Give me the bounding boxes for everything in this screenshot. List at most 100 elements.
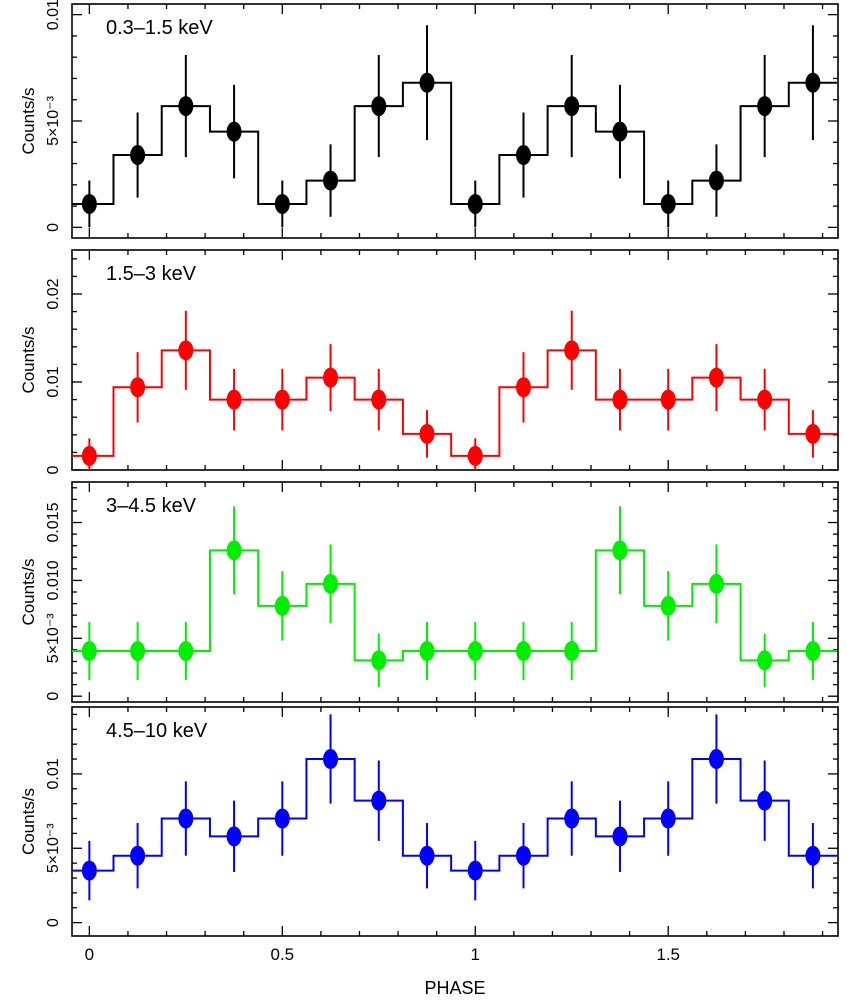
x-tick-label: 0	[85, 945, 94, 964]
data-point	[81, 193, 97, 214]
y-tick-label: 0.02	[45, 278, 62, 309]
data-point	[467, 641, 483, 662]
step-line	[72, 81, 838, 205]
panel-frame	[71, 3, 839, 239]
data-point	[612, 826, 628, 847]
data-point	[612, 540, 628, 561]
y-axis-label: Counts/s	[19, 558, 38, 625]
y-axis-label: Counts/s	[19, 788, 38, 855]
data-point	[130, 641, 146, 662]
data-point	[81, 641, 97, 662]
data-point	[757, 790, 773, 811]
data-point	[274, 389, 290, 410]
data-point	[515, 377, 531, 398]
y-tick-label: 0	[45, 692, 62, 701]
data-point	[323, 573, 339, 594]
data-point	[805, 845, 821, 866]
y-tick-label: 0.01	[45, 758, 62, 789]
data-point	[274, 808, 290, 829]
data-point	[130, 845, 146, 866]
data-point	[805, 641, 821, 662]
data-point	[708, 367, 724, 388]
data-point	[274, 595, 290, 616]
data-point	[660, 389, 676, 410]
data-point	[178, 96, 194, 117]
data-point	[708, 573, 724, 594]
step-line	[72, 549, 838, 662]
x-tick-label: 1	[471, 945, 480, 964]
data-point	[274, 193, 290, 214]
data-point	[805, 72, 821, 93]
panel-frame	[71, 706, 839, 937]
data-point	[419, 423, 435, 444]
data-point	[515, 145, 531, 166]
data-point	[708, 170, 724, 191]
data-point	[323, 749, 339, 770]
data-point	[708, 749, 724, 770]
data-point	[515, 641, 531, 662]
y-tick-label: 5×10⁻³	[45, 613, 62, 663]
data-point	[371, 650, 387, 671]
y-tick-label: 0.015	[45, 502, 62, 542]
data-point	[564, 340, 580, 361]
data-point	[81, 860, 97, 881]
x-tick-label: 1.5	[656, 945, 680, 964]
data-point	[805, 423, 821, 444]
data-point	[226, 540, 242, 561]
step-line	[72, 349, 838, 457]
data-point	[467, 193, 483, 214]
panel-4: 0 5×10⁻³ 0.01 Counts/s 4.5–10 keV	[19, 706, 839, 937]
data-point	[178, 340, 194, 361]
data-point	[419, 845, 435, 866]
data-point	[130, 145, 146, 166]
data-point	[757, 389, 773, 410]
panel-title: 0.3–1.5 keV	[106, 17, 213, 39]
data-point	[660, 193, 676, 214]
data-point	[226, 826, 242, 847]
y-tick-label: 0.010	[45, 560, 62, 600]
data-point	[564, 96, 580, 117]
data-point	[226, 389, 242, 410]
data-point	[467, 860, 483, 881]
data-point	[323, 367, 339, 388]
panel-title: 3–4.5 keV	[106, 495, 197, 517]
data-point	[660, 808, 676, 829]
y-tick-label: 0.01	[45, 0, 62, 30]
data-point	[515, 845, 531, 866]
y-tick-label: 0	[45, 918, 62, 927]
data-point	[612, 121, 628, 142]
data-point	[178, 641, 194, 662]
y-tick-label: 5×10⁻³	[45, 823, 62, 873]
y-tick-label: 0	[45, 223, 62, 232]
data-point	[419, 641, 435, 662]
data-point	[612, 389, 628, 410]
panel-2: 0 0.01 0.02 Counts/s 1.5–3 keV	[19, 249, 839, 474]
data-point	[178, 808, 194, 829]
data-point	[419, 72, 435, 93]
y-tick-label: 5×10⁻³	[45, 95, 62, 145]
data-point	[130, 377, 146, 398]
panel-frame	[71, 249, 839, 471]
data-point	[467, 445, 483, 466]
panel-title: 1.5–3 keV	[106, 263, 197, 285]
y-tick-label: 0	[45, 465, 62, 474]
panel-1: 0 5×10⁻³ 0.01 Counts/s 0.3–1.5 keV	[19, 0, 839, 239]
data-point	[226, 121, 242, 142]
y-axis-label: Counts/s	[19, 326, 38, 393]
data-point	[81, 445, 97, 466]
data-point	[371, 96, 387, 117]
panel-title: 4.5–10 keV	[106, 720, 208, 742]
data-point	[323, 170, 339, 191]
x-axis-label: PHASE	[424, 978, 485, 998]
data-point	[564, 641, 580, 662]
y-tick-label: 0.01	[45, 366, 62, 397]
data-point	[371, 790, 387, 811]
y-axis-label: Counts/s	[19, 87, 38, 154]
data-point	[757, 650, 773, 671]
data-point	[371, 389, 387, 410]
data-point	[757, 96, 773, 117]
step-line	[72, 758, 838, 872]
data-point	[660, 595, 676, 616]
